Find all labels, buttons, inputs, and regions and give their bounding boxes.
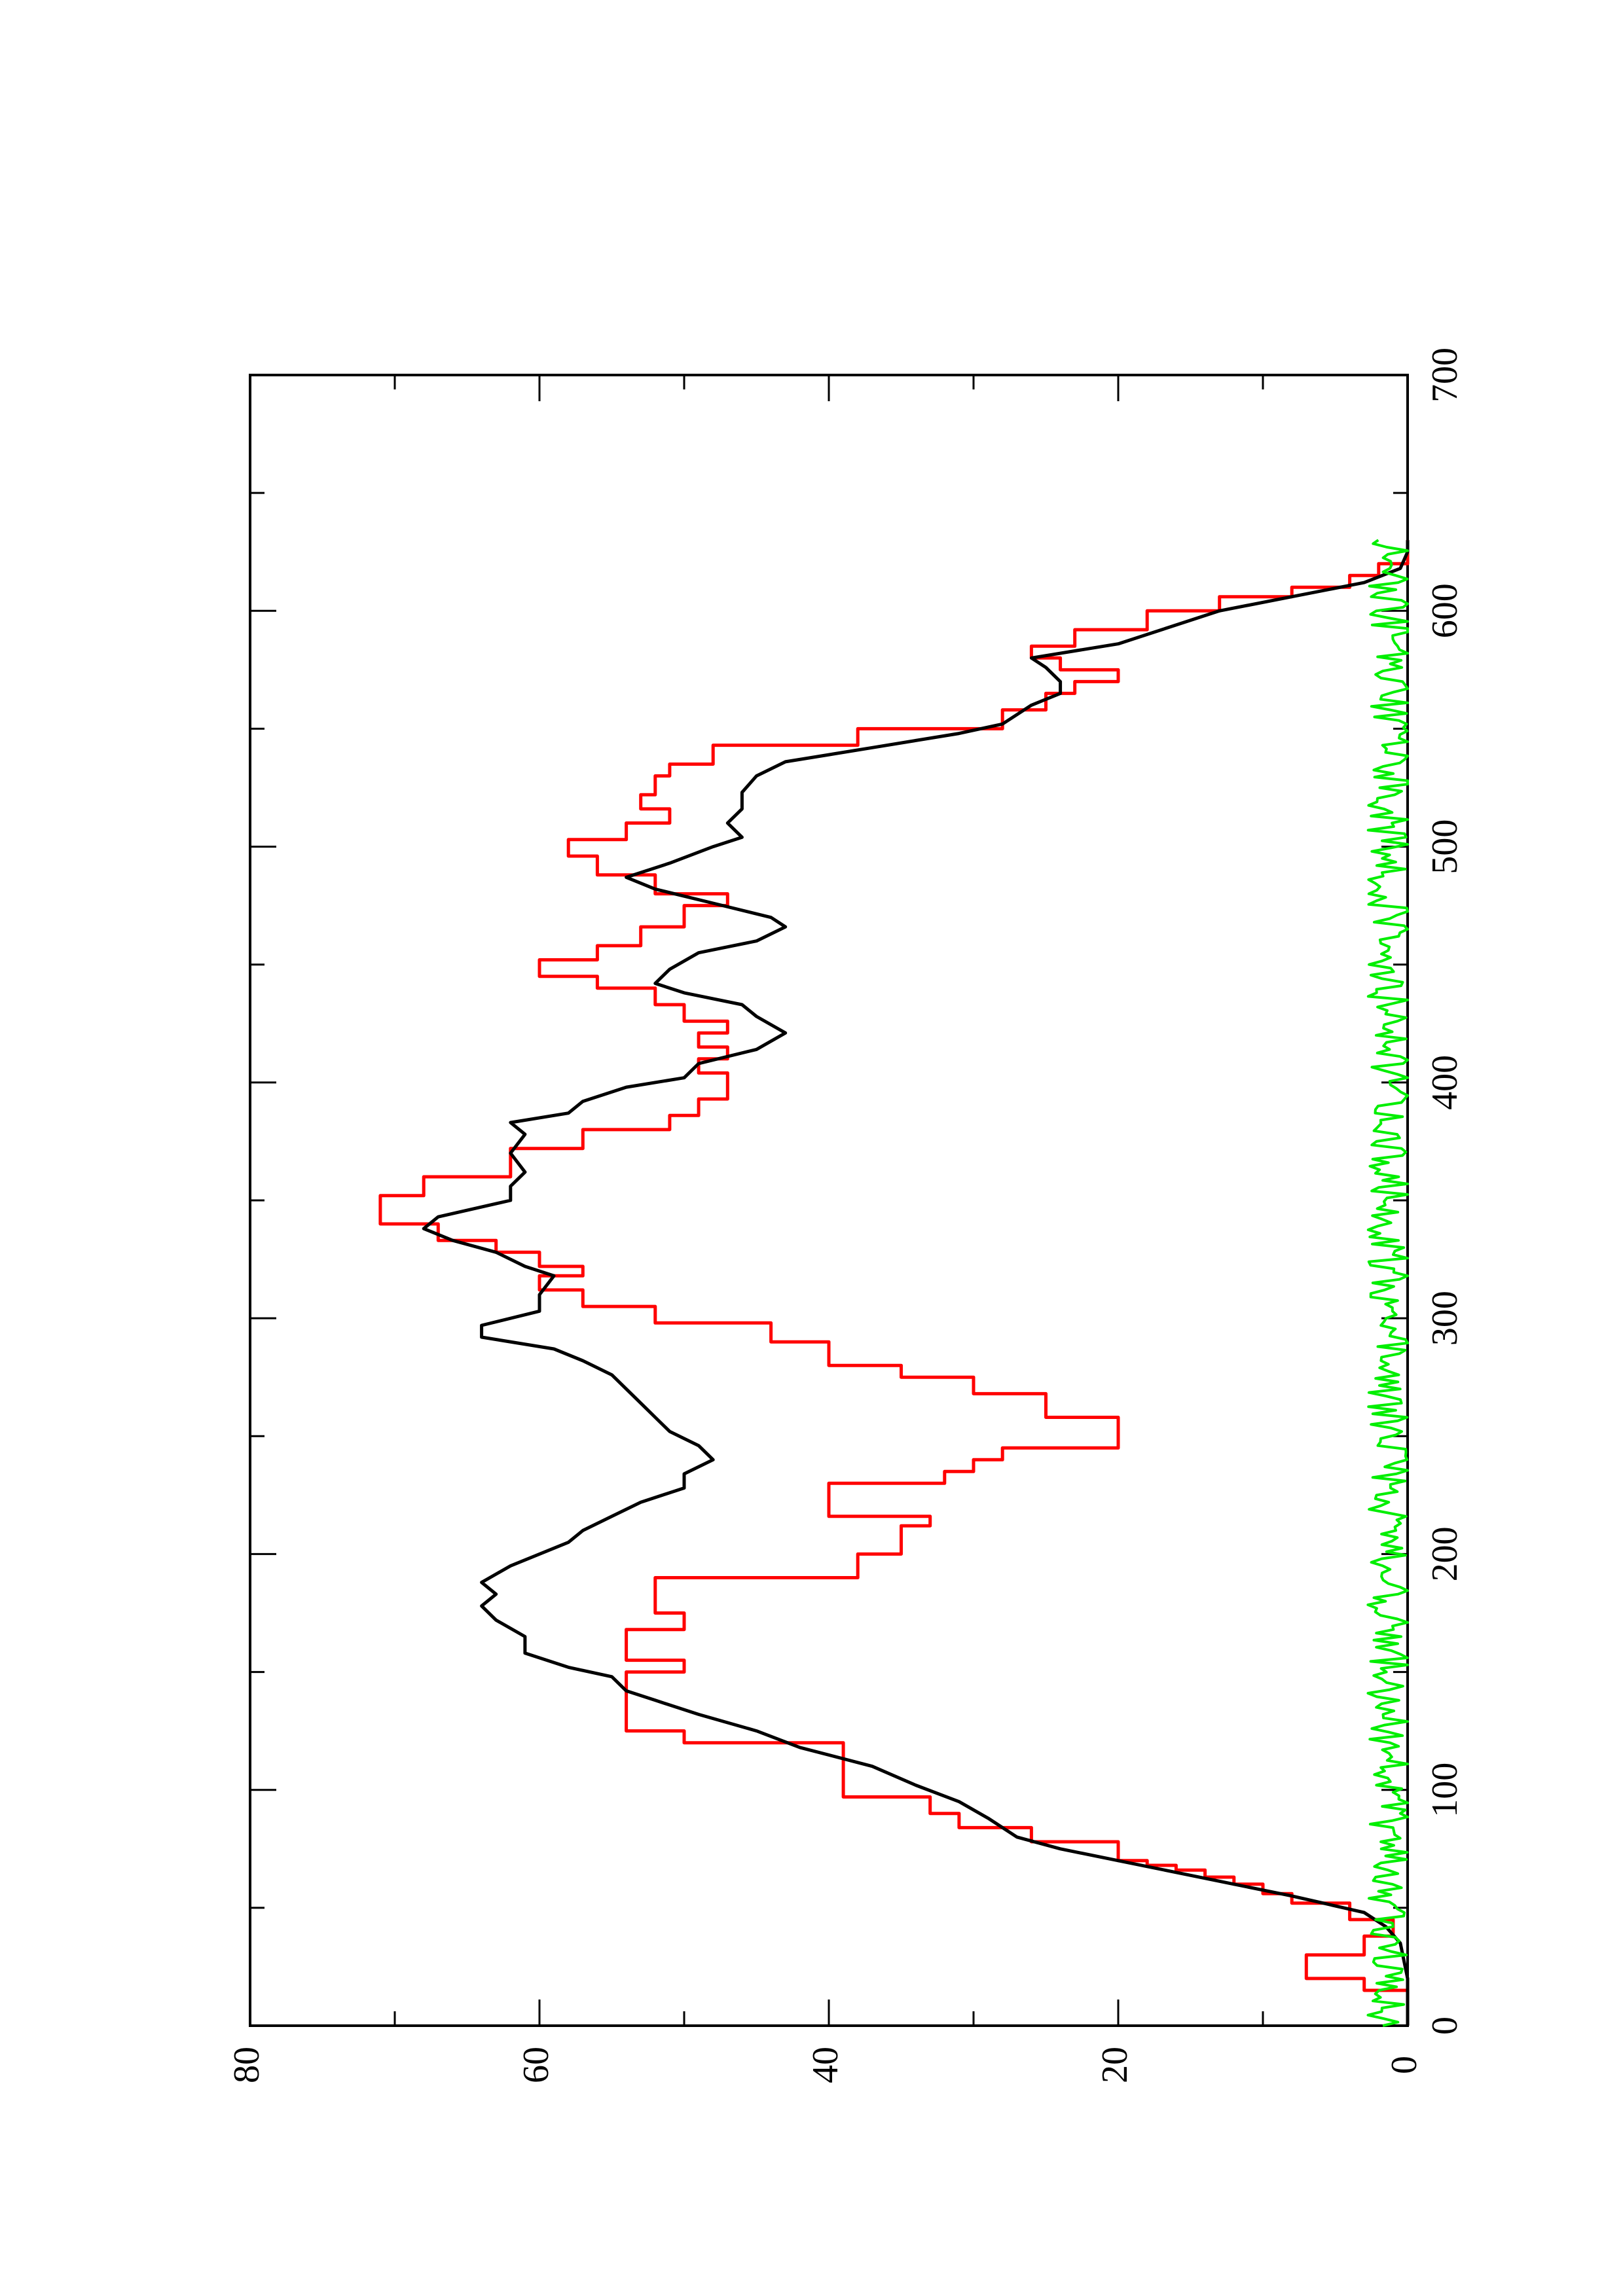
- x-tick-label: 600: [1425, 583, 1465, 638]
- plot-frame: [249, 374, 1409, 2027]
- x-tick-label: 500: [1425, 819, 1465, 874]
- y-tick-label: 20: [1095, 2047, 1135, 2083]
- series-line-2: [422, 540, 1410, 2026]
- x-tick-label: 0: [1425, 2017, 1465, 2035]
- x-tick-label: 400: [1425, 1055, 1465, 1110]
- y-tick-label: 60: [516, 2047, 556, 2083]
- series-line-1: [378, 540, 1410, 2026]
- x-tick-label: 300: [1425, 1291, 1465, 1346]
- y-tick-label: 40: [805, 2047, 846, 2083]
- plot-area: 0 100 200 300 400 500 600 700 0 20 40 60 80: [227, 348, 1465, 2083]
- x-tick-label: 100: [1425, 1763, 1465, 1818]
- y-tick-label: 80: [227, 2047, 267, 2083]
- y-tick-label: 0: [1384, 2056, 1425, 2074]
- x-tick-label: 700: [1425, 348, 1465, 403]
- x-tick-label: 200: [1425, 1526, 1465, 1581]
- series-line-3: [1366, 539, 1409, 2027]
